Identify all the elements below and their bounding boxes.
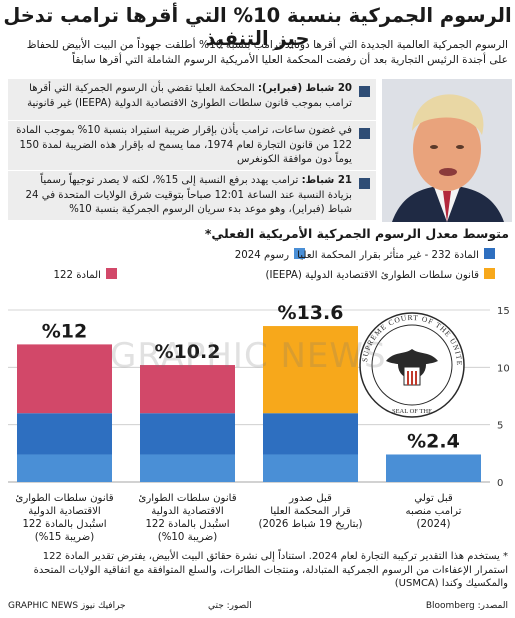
y-tick-label: 0 (497, 478, 503, 489)
y-tick-label: 15 (497, 306, 510, 317)
photo-credit: الصور: جتي (208, 601, 252, 611)
bar-segment (263, 326, 358, 414)
legend-item: رسوم 2024 (235, 248, 305, 261)
fact-lead: 20 شباط (فبراير): (257, 83, 352, 94)
fact-item: 21 شباط: ترامب يهدد برفع النسبة إلى 15%،… (8, 171, 376, 220)
legend-label: رسوم 2024 (234, 250, 289, 261)
chart-bars (17, 326, 481, 482)
person-photo (382, 79, 512, 222)
chart-labels: %12 %10.2 %13.6 %2.4 (42, 302, 460, 452)
legend-label: المادة 232 - غير متأثر بقرار المحكمة الع… (297, 250, 479, 261)
bar-segment (263, 454, 358, 482)
fact-item: 20 شباط (فبراير): المحكمة العليا تقضي بأ… (8, 79, 376, 120)
legend-swatch (294, 248, 305, 259)
legend-swatch (106, 268, 117, 279)
legend-item: المادة 122 (53, 268, 117, 281)
bullet-square-icon (359, 128, 370, 139)
fact-text: ترامب يهدد برفع النسبة إلى 15%، لكنه لا … (25, 175, 353, 215)
y-tick-label: 10 (497, 363, 510, 374)
x-tick-label: قبل تولي ترامب منصبه (2024) (374, 492, 494, 531)
x-tick-label: قانون سلطات الطوارئ الاقتصادية الدولية است… (5, 492, 125, 544)
bar-total-label: %12 (42, 320, 87, 342)
x-tick-label-line: الاقتصادية الدولية (28, 506, 101, 517)
chart-title: متوسط معدل الرسوم الجمركية الأمريكية الف… (204, 226, 509, 241)
bar-segment (140, 365, 235, 414)
legend-item: قانون سلطات الطوارئ الاقتصادية الدولية (… (265, 268, 495, 281)
x-tick-label-line: قانون سلطات الطوارئ (15, 493, 114, 504)
fact-text: في غضون ساعات، ترامب يأذن بإقرار ضريبة ا… (16, 125, 352, 165)
x-tick-label: قانون سلطات الطوارئ الاقتصادية الدولية است… (128, 492, 248, 544)
y-axis-ticks: 0 5 10 15 (497, 306, 510, 489)
bar-segment (17, 344, 112, 414)
legend-item: المادة 232 - غير متأثر بقرار المحكمة الع… (297, 248, 495, 261)
x-tick-label-line: (ضريبة 10%) (157, 532, 218, 543)
supreme-court-seal-icon: SUPREME COURT OF THE UNITED STATES SEAL … (359, 312, 465, 418)
bullet-square-icon (359, 86, 370, 97)
legend-label: المادة 122 (53, 270, 102, 281)
y-tick-label: 5 (497, 421, 503, 432)
x-tick-label-line: (ضريبة 15%) (34, 532, 95, 543)
bar-segment (17, 413, 112, 455)
bar-total-label: %10.2 (155, 341, 221, 363)
footnote: * يستخدم هذا التقدير تركيبة التجارة لعام… (33, 551, 508, 589)
bar-total-label: %2.4 (407, 430, 460, 452)
tariff-bar-chart: SUPREME COURT OF THE UNITED STATES SEAL … (8, 302, 510, 489)
x-tick-label-line: قبل صدور (289, 493, 332, 504)
bar-total-label: %13.6 (278, 302, 344, 324)
legend-swatch (484, 268, 495, 279)
seal-bottom-text: SEAL OF THE (392, 408, 432, 415)
bar-segment (386, 454, 481, 482)
x-tick-label-line: استُبدل بالمادة 122 (145, 519, 230, 530)
x-tick-label-line: قانون سلطات الطوارئ (138, 493, 237, 504)
x-tick-label-line: (2024) (416, 519, 451, 530)
x-tick-label-line: (بتاريخ 19 شباط 2026) (258, 519, 363, 530)
x-tick-label-line: قبل تولي (414, 493, 453, 504)
legend-swatch (484, 248, 495, 259)
x-tick-label-line: ترامب منصبه (405, 506, 462, 517)
page-title: الرسوم الجمركية بنسبة 10% التي أقرها ترا… (3, 4, 512, 50)
fact-item: في غضون ساعات، ترامب يأذن بإقرار ضريبة ا… (8, 121, 376, 170)
intro-text: الرسوم الجمركية العالمية الجديدة التي أق… (26, 39, 508, 66)
bar-segment (140, 413, 235, 455)
bar-segment (263, 413, 358, 455)
bullet-square-icon (359, 178, 370, 189)
x-tick-label-line: استُبدل بالمادة 122 (22, 519, 107, 530)
fact-text: المحكمة العليا تقضي بأن الرسوم الجمركية … (27, 83, 352, 109)
x-tick-label-line: الاقتصادية الدولية (151, 506, 224, 517)
source-credit: المصدر: Bloomberg (425, 601, 508, 611)
x-tick-label-line: قرار المحكمة العليا (270, 506, 351, 517)
bar-segment (140, 454, 235, 482)
brand-credit: GRAPHIC NEWS جرافيك نيوز (8, 601, 126, 611)
legend-label: قانون سلطات الطوارئ الاقتصادية الدولية (… (265, 270, 480, 281)
fact-lead: 21 شباط: (301, 175, 352, 186)
bar-segment (17, 454, 112, 482)
x-tick-label: قبل صدور قرار المحكمة العليا (بتاريخ 19 شب… (251, 492, 371, 531)
